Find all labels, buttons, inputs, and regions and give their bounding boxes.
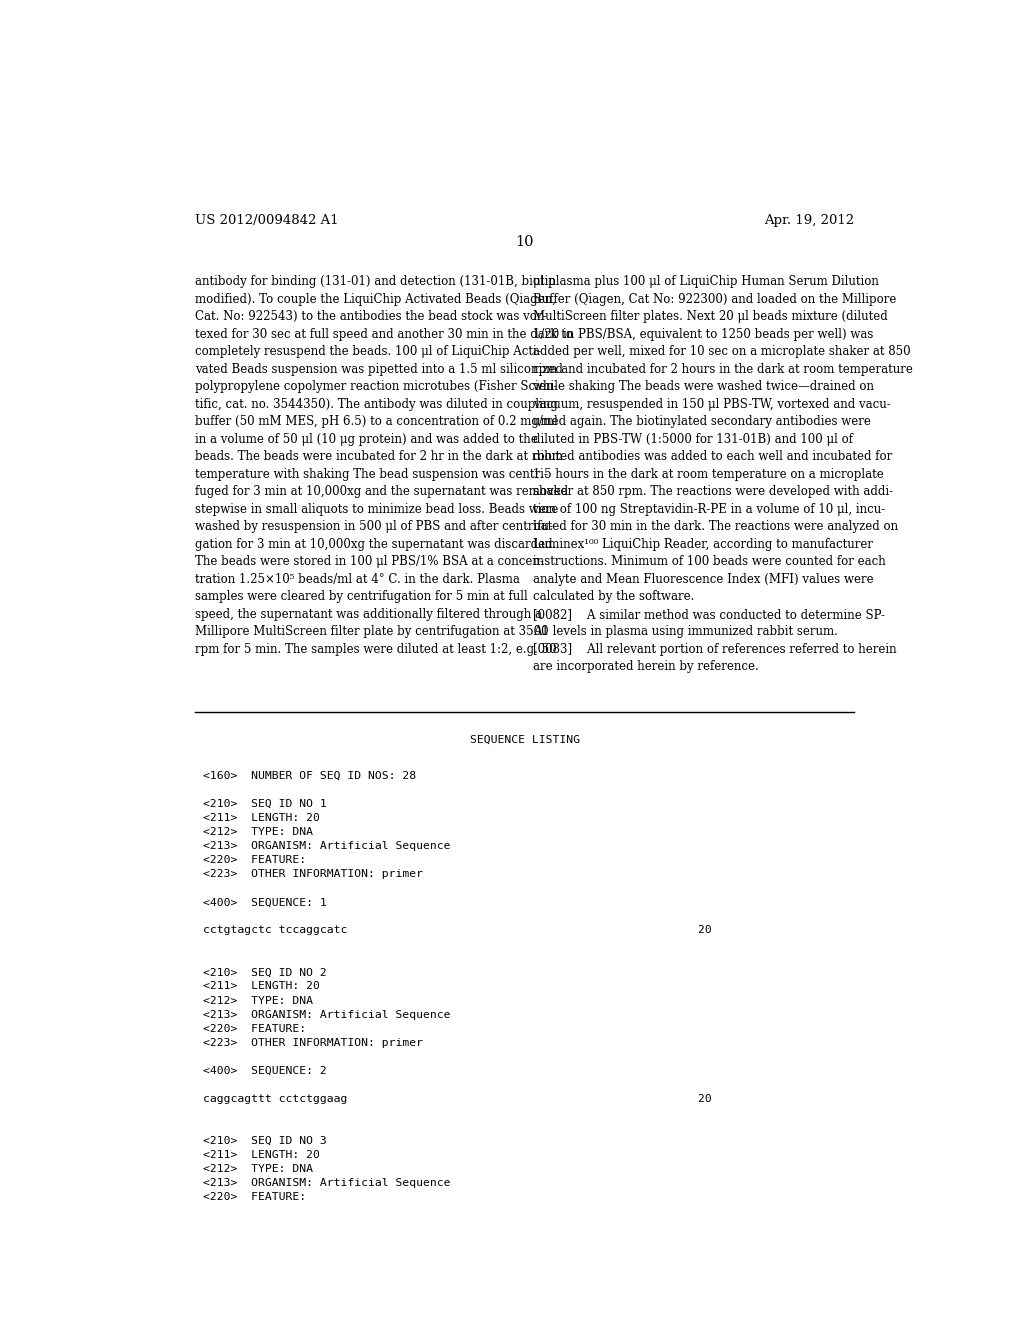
Text: <400>  SEQUENCE: 1: <400> SEQUENCE: 1 (204, 898, 327, 907)
Text: <400>  SEQUENCE: 2: <400> SEQUENCE: 2 (204, 1065, 327, 1076)
Text: <223>  OTHER INFORMATION: primer: <223> OTHER INFORMATION: primer (204, 870, 423, 879)
Text: <213>  ORGANISM: Artificial Sequence: <213> ORGANISM: Artificial Sequence (204, 841, 451, 851)
Text: <211>  LENGTH: 20: <211> LENGTH: 20 (204, 982, 321, 991)
Text: <220>  FEATURE:: <220> FEATURE: (204, 855, 306, 865)
Text: <211>  LENGTH: 20: <211> LENGTH: 20 (204, 813, 321, 824)
Text: US 2012/0094842 A1: US 2012/0094842 A1 (196, 214, 339, 227)
Text: <223>  OTHER INFORMATION: primer: <223> OTHER INFORMATION: primer (204, 1038, 423, 1048)
Text: μl plasma plus 100 μl of LiquiChip Human Serum Dilution
Buffer (Qiagen, Cat No: : μl plasma plus 100 μl of LiquiChip Human… (532, 276, 912, 673)
Text: antibody for binding (131-01) and detection (131-01B, biotin
modified). To coupl: antibody for binding (131-01) and detect… (196, 276, 573, 656)
Text: <220>  FEATURE:: <220> FEATURE: (204, 1192, 306, 1203)
Text: <220>  FEATURE:: <220> FEATURE: (204, 1023, 306, 1034)
Text: <212>  TYPE: DNA: <212> TYPE: DNA (204, 995, 313, 1006)
Text: cctgtagctc tccaggcatc                                                   20: cctgtagctc tccaggcatc 20 (204, 925, 712, 936)
Text: SEQUENCE LISTING: SEQUENCE LISTING (470, 735, 580, 744)
Text: caggcagttt cctctggaag                                                   20: caggcagttt cctctggaag 20 (204, 1094, 712, 1104)
Text: <213>  ORGANISM: Artificial Sequence: <213> ORGANISM: Artificial Sequence (204, 1177, 451, 1188)
Text: <210>  SEQ ID NO 2: <210> SEQ ID NO 2 (204, 968, 327, 977)
Text: <210>  SEQ ID NO 1: <210> SEQ ID NO 1 (204, 799, 327, 809)
Text: <212>  TYPE: DNA: <212> TYPE: DNA (204, 828, 313, 837)
Text: Apr. 19, 2012: Apr. 19, 2012 (764, 214, 854, 227)
Text: <211>  LENGTH: 20: <211> LENGTH: 20 (204, 1150, 321, 1160)
Text: <212>  TYPE: DNA: <212> TYPE: DNA (204, 1164, 313, 1173)
Text: <213>  ORGANISM: Artificial Sequence: <213> ORGANISM: Artificial Sequence (204, 1010, 451, 1019)
Text: <160>  NUMBER OF SEQ ID NOS: 28: <160> NUMBER OF SEQ ID NOS: 28 (204, 771, 417, 781)
Text: <210>  SEQ ID NO 3: <210> SEQ ID NO 3 (204, 1135, 327, 1146)
Text: 10: 10 (515, 235, 535, 248)
